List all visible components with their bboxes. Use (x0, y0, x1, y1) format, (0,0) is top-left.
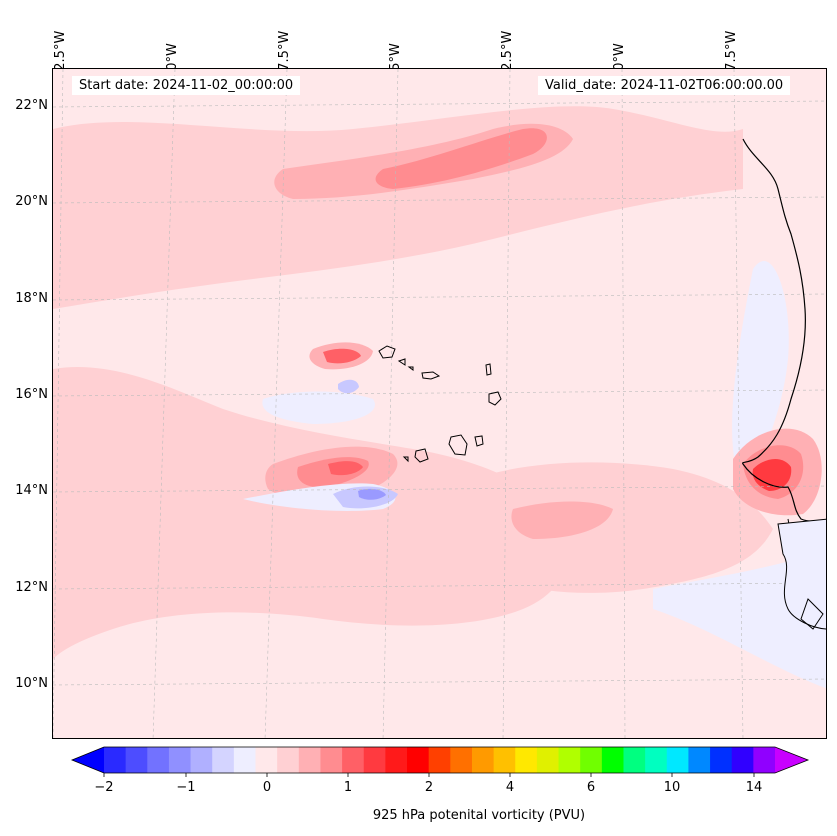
colorbar-tick-label: −2 (94, 780, 114, 795)
pv-band (53, 106, 743, 310)
low-pv-region (653, 549, 826, 689)
pv-feature (323, 348, 361, 364)
island (485, 363, 492, 376)
colorbar-segment (407, 747, 430, 773)
coastline-islands (800, 598, 824, 630)
graticule-line (621, 69, 626, 738)
colorbar-segment (212, 747, 235, 773)
colorbar-segment (536, 747, 560, 773)
colorbar-segment (753, 747, 776, 773)
island (402, 456, 409, 463)
colorbar-segment (342, 747, 365, 773)
lat-label: 12°N (15, 580, 48, 595)
colorbar-segment (688, 747, 711, 773)
colorbar-tick-label: −1 (176, 780, 196, 795)
graticule-line (152, 69, 176, 738)
pv-field (53, 69, 826, 738)
graticule-line (53, 69, 64, 738)
colorbar-segment (428, 747, 451, 773)
lat-label: 22°N (15, 98, 48, 113)
low-pv-feature (338, 379, 359, 394)
island (407, 366, 414, 371)
pv-band (375, 128, 547, 189)
colorbar-segment (147, 747, 170, 773)
map-panel (52, 68, 827, 739)
graticule-line (382, 69, 399, 738)
low-pv-region (732, 261, 789, 489)
pv-maximum (752, 458, 792, 491)
colorbar-segment (558, 747, 581, 773)
colorbar-segments (104, 747, 776, 773)
pv-band (473, 462, 773, 593)
colorbar-segment (363, 747, 386, 773)
colorbar-tick-label: 10 (663, 780, 681, 795)
colorbar-segment (710, 747, 733, 773)
colorbar-segment (277, 747, 300, 773)
colorbar-segment (580, 747, 603, 773)
lat-label: 16°N (15, 387, 48, 402)
colorbar-max-arrow (775, 747, 808, 773)
colorbar-tick-label: 0 (262, 780, 272, 795)
lat-label: 10°N (15, 676, 48, 691)
colorbar-segment (645, 747, 668, 773)
lat-label: 14°N (15, 483, 48, 498)
colorbar-segment (320, 747, 343, 773)
graticule-line (733, 69, 744, 738)
colorbar-segment (515, 747, 538, 773)
african-coastline (742, 138, 826, 522)
colorbar-tick-label: 2 (424, 780, 434, 795)
island (414, 448, 429, 463)
lat-label: 18°N (15, 291, 48, 306)
colorbar-title: 925 hPa potenital vorticity (PVU) (372, 808, 586, 823)
colorbar-segment (233, 747, 257, 773)
colorbar-tick-label: 4 (505, 780, 515, 795)
colorbar-segment (493, 747, 516, 773)
colorbar-segment (450, 747, 473, 773)
start-date-label: Start date: 2024-11-02_00:00:00 (72, 76, 301, 95)
colorbar-segment (471, 747, 495, 773)
graticule-line (264, 69, 288, 738)
low-pv-region (262, 391, 375, 424)
colorbar-tick-label: 1 (343, 780, 353, 795)
colorbar-segment (168, 747, 192, 773)
graticule-line (502, 69, 511, 738)
colorbar-segment (125, 747, 148, 773)
pv-feature (511, 501, 613, 539)
colorbar-segment (190, 747, 213, 773)
colorbar-tick-label: 6 (586, 780, 596, 795)
colorbar-segment (298, 747, 321, 773)
colorbar-segment (385, 747, 408, 773)
colorbar-segment (666, 747, 689, 773)
colorbar (70, 746, 810, 777)
valid-date-label: Valid_date: 2024-11-02T06:00:00.00 (538, 76, 791, 95)
graticule (53, 69, 826, 738)
colorbar-ticks (103, 773, 755, 777)
cape-verde-islands (378, 345, 502, 463)
island (488, 391, 502, 406)
colorbar-segment (601, 747, 624, 773)
colorbar-segment (255, 747, 278, 773)
colorbar-segment (731, 747, 754, 773)
island (474, 435, 484, 447)
colorbar-tick-label: 14 (745, 780, 763, 795)
pv-feature (328, 461, 363, 476)
land-area (777, 518, 826, 630)
pv-band (53, 367, 570, 659)
island (397, 358, 406, 366)
low-pv-feature (358, 488, 386, 500)
colorbar-segment (104, 747, 127, 773)
island (378, 345, 396, 359)
colorbar-min-arrow (72, 747, 104, 773)
island (421, 371, 441, 380)
island (448, 434, 468, 456)
lat-label: 20°N (15, 194, 48, 209)
colorbar-segment (623, 747, 646, 773)
